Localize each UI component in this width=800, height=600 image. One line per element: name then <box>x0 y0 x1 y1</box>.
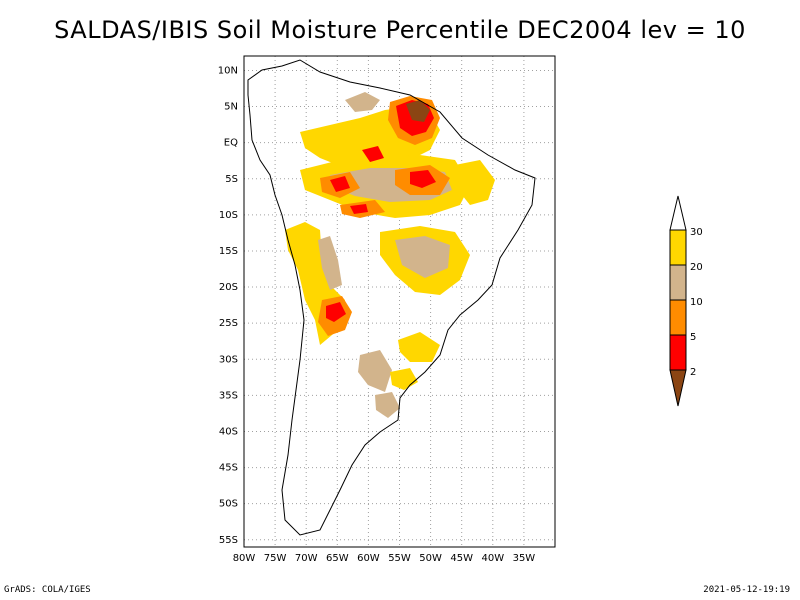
legend-arrow-bottom <box>669 369 687 407</box>
coastline <box>247 59 536 536</box>
lat-tick-label: 10S <box>219 210 238 221</box>
lat-tick-label: 50S <box>219 499 238 510</box>
shade-red-amazon <box>330 146 436 214</box>
longitude-labels: 80W 75W 70W 65W 60W 55W 50W 45W 40W 35W <box>233 553 536 564</box>
legend-labels: 2 5 10 20 30 <box>690 227 703 378</box>
lat-tick-label: 45S <box>219 463 238 474</box>
shade-yellow-uruguay <box>390 368 418 390</box>
lon-tick-label: 75W <box>264 553 287 564</box>
shade-brown-guiana <box>406 100 430 122</box>
shade-tan-west <box>318 236 342 290</box>
lon-tick-label: 45W <box>450 553 473 564</box>
footer-timestamp: 2021-05-12-19:19 <box>703 585 790 595</box>
shade-tan-south <box>358 350 392 392</box>
lon-tick-label: 65W <box>326 553 349 564</box>
legend-box-5-10 <box>669 299 687 336</box>
shade-yellow-south <box>398 332 440 362</box>
lat-tick-label: 20S <box>219 282 238 293</box>
map-frame <box>243 55 556 548</box>
legend-level-label: 10 <box>690 297 703 308</box>
lat-tick-label: 55S <box>219 535 238 546</box>
shade-tan-brazil <box>395 236 450 278</box>
lon-tick-label: 80W <box>233 553 256 564</box>
legend-colorbar: 2 5 10 20 30 <box>669 195 703 407</box>
lat-tick-label: 5S <box>225 174 238 185</box>
lat-tick-label: 25S <box>219 318 238 329</box>
legend-box-20-30 <box>669 229 687 266</box>
lat-tick-label: 35S <box>219 390 238 401</box>
lon-tick-label: 40W <box>481 553 504 564</box>
legend-level-label: 20 <box>690 262 703 273</box>
legend-box-2-5 <box>669 334 687 371</box>
legend-level-label: 5 <box>690 332 696 343</box>
lon-tick-label: 50W <box>419 553 442 564</box>
lat-tick-label: 15S <box>219 246 238 257</box>
footer-credit: GrADS: COLA/IGES <box>4 585 91 595</box>
latitude-labels: 10N 5N EQ 5S 10S 15S 20S 25S 30S 35S 40S 45S 50S 55S <box>218 65 238 545</box>
shade-tan-patagonia <box>375 392 400 418</box>
lat-tick-label: 5N <box>224 102 238 113</box>
legend-arrow-top <box>669 195 687 231</box>
lat-tick-label: 10N <box>218 65 238 76</box>
legend-level-label: 2 <box>690 367 696 378</box>
lon-tick-label: 35W <box>513 553 536 564</box>
legend-box-10-20 <box>669 264 687 301</box>
lat-tick-label: 40S <box>219 426 238 437</box>
lon-tick-label: 60W <box>357 553 380 564</box>
shade-red-west <box>326 302 346 322</box>
percentile-shading <box>285 92 495 418</box>
lon-tick-label: 70W <box>295 553 318 564</box>
lat-tick-label: EQ <box>224 138 238 149</box>
map-title: SALDAS/IBIS Soil Moisture Percentile DEC… <box>54 16 746 44</box>
lon-tick-label: 55W <box>388 553 411 564</box>
shade-tan-north <box>345 92 380 112</box>
legend-level-label: 30 <box>690 227 703 238</box>
lat-tick-label: 30S <box>219 354 238 365</box>
shade-yellow-east <box>455 160 495 205</box>
